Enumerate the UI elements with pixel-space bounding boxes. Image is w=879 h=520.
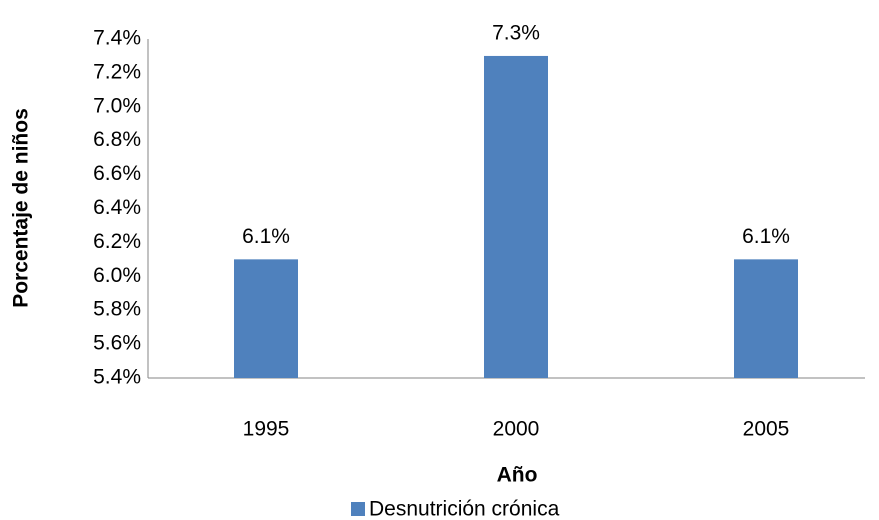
bar	[234, 259, 298, 378]
y-tick-label: 6.6%	[93, 162, 141, 185]
y-tick-label: 5.6%	[93, 332, 141, 355]
y-tick-label: 5.4%	[93, 366, 141, 389]
x-tick-label: 1995	[243, 418, 290, 441]
y-axis-title: Porcentaje de niños	[10, 108, 33, 308]
y-tick-label: 6.8%	[93, 128, 141, 151]
value-label: 7.3%	[492, 21, 540, 44]
bar	[484, 55, 548, 378]
legend-label: Desnutrición crónica	[369, 498, 560, 520]
value-label: 6.1%	[742, 225, 790, 248]
value-label: 6.1%	[242, 225, 290, 248]
x-axis-title: Año	[497, 464, 538, 487]
y-tick-label: 7.4%	[93, 27, 141, 50]
y-tick-label: 7.2%	[93, 60, 141, 83]
y-tick-label: 5.8%	[93, 298, 141, 321]
y-tick-label: 7.0%	[93, 94, 141, 117]
x-tick-label: 2005	[743, 418, 790, 441]
bar	[734, 259, 798, 378]
y-tick-label: 6.4%	[93, 196, 141, 219]
x-tick-label: 2000	[493, 418, 540, 441]
y-tick-label: 6.2%	[93, 230, 141, 253]
legend-swatch	[351, 502, 365, 516]
y-tick-label: 6.0%	[93, 264, 141, 287]
